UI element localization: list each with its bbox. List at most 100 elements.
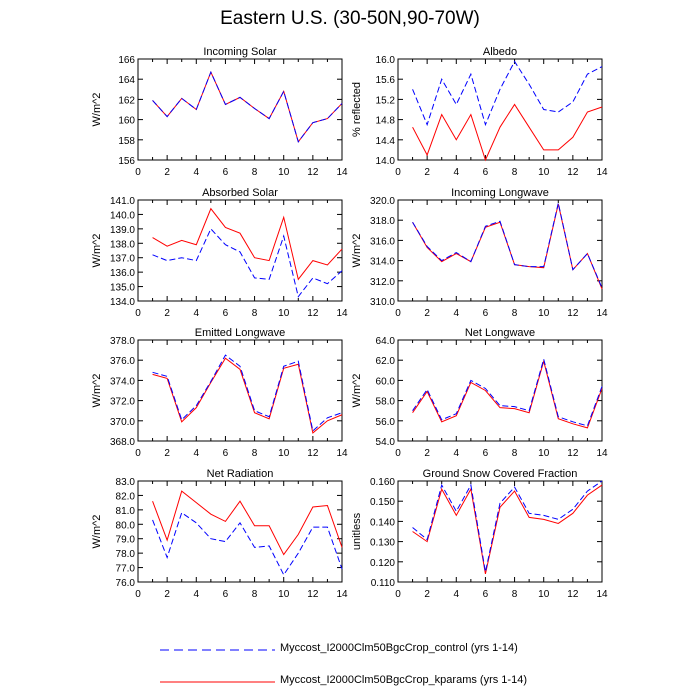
panel-6-xtick-label: 8 xyxy=(512,448,518,459)
panel-7-point-control xyxy=(225,541,226,542)
panel-7-point-control xyxy=(341,568,342,569)
panel-1-frame xyxy=(137,58,343,161)
panel-2-ytick-label: 15.2 xyxy=(376,95,396,106)
panel-5-point-control xyxy=(225,355,226,356)
panel-5-point-control xyxy=(239,366,240,367)
panel-6-point-kparams xyxy=(412,412,413,413)
panel-3-point-control xyxy=(225,244,226,245)
panel-2-point-kparams xyxy=(543,149,544,150)
panel-2-point-kparams xyxy=(412,127,413,128)
panel-1-point-control xyxy=(283,91,284,92)
panel-8-point-kparams xyxy=(427,541,428,542)
panel-2-point-control xyxy=(456,104,457,105)
panel-4-point-control xyxy=(529,266,530,267)
panel-3-title: Absorbed Solar xyxy=(202,187,278,199)
panel-7-point-control xyxy=(312,527,313,528)
panel-4-title: Incoming Longwave xyxy=(451,187,549,199)
panel-4-ytick-label: 310.0 xyxy=(370,297,395,308)
panel-7-point-kparams xyxy=(181,491,182,492)
panel-5-point-control xyxy=(269,416,270,417)
panel-3-point-kparams xyxy=(341,248,342,249)
panel-8-point-control xyxy=(514,486,515,487)
panel-4-point-control xyxy=(558,202,559,203)
panel-4-xtick-label: 0 xyxy=(395,308,401,319)
panel-6-ytick-label: 60.0 xyxy=(376,376,396,387)
panel-6-point-control xyxy=(412,410,413,411)
panel-3-xtick-label: 14 xyxy=(336,308,348,319)
panel-5-xtick-label: 8 xyxy=(252,448,258,459)
panel-4-point-control xyxy=(587,253,588,254)
panel-2-point-control xyxy=(543,109,544,110)
panel-4-ytick-label: 316.0 xyxy=(370,236,395,247)
panel-7-frame xyxy=(137,480,343,583)
panel-1-point-control xyxy=(239,97,240,98)
panel-3-ytick-label: 136.0 xyxy=(110,268,135,279)
panel-2-point-control xyxy=(485,124,486,125)
panel-5-point-control xyxy=(283,366,284,367)
panel-2-point-control xyxy=(587,74,588,75)
panel-6-ytick-label: 58.0 xyxy=(376,397,396,408)
panel-7-point-kparams xyxy=(341,547,342,548)
panel-5-point-kparams xyxy=(196,407,197,408)
panel-6-point-control xyxy=(441,419,442,420)
panel-4-series-control xyxy=(412,202,603,289)
panel-3-point-control xyxy=(254,277,255,278)
panel-3-point-control xyxy=(312,277,313,278)
legend-kparams-swatch xyxy=(160,681,275,683)
panel-1-point-control xyxy=(167,116,168,117)
panel-8-point-control xyxy=(427,539,428,540)
panel-6-xtick-label: 0 xyxy=(395,448,401,459)
panel-3-series-control xyxy=(152,227,343,298)
panel-3-point-kparams xyxy=(152,237,153,238)
panel-8-xtick-label: 8 xyxy=(512,589,518,600)
panel-2-point-kparams xyxy=(499,127,500,128)
panel-7-point-control xyxy=(254,547,255,548)
panel-3-point-control xyxy=(167,260,168,261)
panel-1-point-control xyxy=(152,100,153,101)
panel-2-ytick-label: 16.0 xyxy=(376,55,396,66)
panel-4-ytick-label: 314.0 xyxy=(370,257,395,268)
figure-title: Eastern U.S. (30-50N,90-70W) xyxy=(220,8,480,29)
panel-6-point-control xyxy=(485,388,486,389)
panel-5-point-kparams xyxy=(269,418,270,419)
panel-8-ytick-label: 0.130 xyxy=(370,538,395,549)
panel-8-xtick-label: 4 xyxy=(454,589,460,600)
panel-1-series-control xyxy=(152,70,343,143)
panel-1-point-control xyxy=(181,98,182,99)
panel-7-ytick-label: 83.0 xyxy=(116,477,136,488)
panel-5-point-kparams xyxy=(167,378,168,379)
panel-3-ytick-label: 135.0 xyxy=(110,283,135,294)
panel-6-point-kparams xyxy=(499,407,500,408)
panel-5-point-control xyxy=(167,376,168,377)
panel-5-point-kparams xyxy=(225,358,226,359)
panel-4-point-control xyxy=(499,221,500,222)
panel-2-point-control xyxy=(412,89,413,90)
panel-2-ylabel: % reflected xyxy=(351,82,363,137)
panel-7-point-kparams xyxy=(196,502,197,503)
panel-1-ytick-label: 166 xyxy=(118,55,135,66)
panel-1-xtick-label: 10 xyxy=(278,167,290,178)
panel-3-ytick-label: 138.0 xyxy=(110,239,135,250)
panel-7-point-control xyxy=(269,545,270,546)
panel-5-point-control xyxy=(210,381,211,382)
panel-6-point-control xyxy=(427,389,428,390)
panel-5-point-kparams xyxy=(152,374,153,375)
panel-8-point-control xyxy=(470,484,471,485)
panel-5-point-control xyxy=(341,412,342,413)
panel-6-point-kparams xyxy=(441,421,442,422)
panel-6-ytick-label: 62.0 xyxy=(376,356,396,367)
panel-5-ytick-label: 374.0 xyxy=(110,376,135,387)
panel-8-frame xyxy=(397,480,603,583)
panel-7-point-control xyxy=(181,512,182,513)
panel-8-xtick-label: 6 xyxy=(483,589,489,600)
panel-8-xtick-label: 12 xyxy=(567,589,579,600)
panel-7-point-control xyxy=(239,522,240,523)
panel-3-xtick-label: 8 xyxy=(252,308,258,319)
panel-2-ytick-label: 14.4 xyxy=(376,136,396,147)
panel-4-series-kparams xyxy=(412,203,603,290)
panel-7-xtick-label: 12 xyxy=(307,589,319,600)
panel-2-point-control xyxy=(441,79,442,80)
panel-1-point-control xyxy=(298,141,299,142)
panel-3-point-kparams xyxy=(210,208,211,209)
panel-2-point-kparams xyxy=(427,154,428,155)
